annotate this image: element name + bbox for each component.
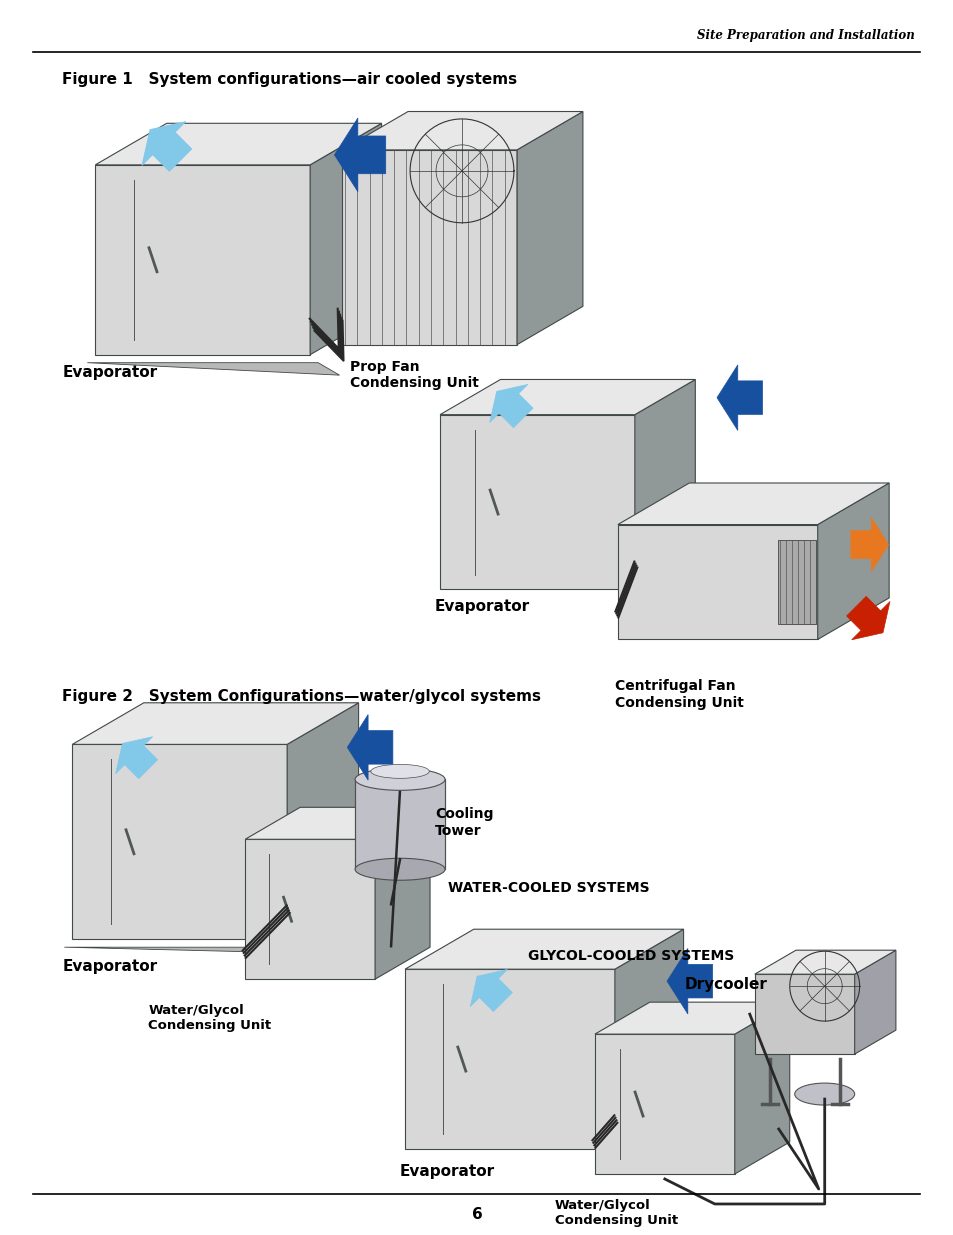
Polygon shape <box>95 124 381 164</box>
Text: Water/Glycol
Condensing Unit: Water/Glycol Condensing Unit <box>555 1199 678 1228</box>
Polygon shape <box>64 947 306 953</box>
Polygon shape <box>142 121 192 172</box>
Polygon shape <box>618 525 817 640</box>
Text: Evaporator: Evaporator <box>62 960 157 974</box>
Text: Site Preparation and Installation: Site Preparation and Installation <box>696 28 914 42</box>
Polygon shape <box>777 540 815 625</box>
Polygon shape <box>595 1002 789 1034</box>
Text: Evaporator: Evaporator <box>399 1165 495 1179</box>
Polygon shape <box>618 483 888 525</box>
Polygon shape <box>845 597 889 640</box>
Ellipse shape <box>355 768 444 790</box>
Text: Drycooler: Drycooler <box>684 977 767 992</box>
Polygon shape <box>754 974 854 1055</box>
Polygon shape <box>470 969 512 1011</box>
Polygon shape <box>615 929 683 1149</box>
Polygon shape <box>717 364 761 431</box>
Polygon shape <box>439 379 695 415</box>
Polygon shape <box>850 517 887 572</box>
Text: Figure 1   System configurations—air cooled systems: Figure 1 System configurations—air coole… <box>62 72 517 86</box>
Polygon shape <box>347 715 393 781</box>
Polygon shape <box>342 149 517 345</box>
Ellipse shape <box>794 1083 854 1105</box>
Text: Prop Fan
Condensing Unit: Prop Fan Condensing Unit <box>350 359 478 390</box>
Polygon shape <box>115 737 157 779</box>
Polygon shape <box>72 745 287 939</box>
Polygon shape <box>95 164 310 354</box>
Polygon shape <box>634 379 695 589</box>
Text: Centrifugal Fan
Condensing Unit: Centrifugal Fan Condensing Unit <box>615 679 743 710</box>
Polygon shape <box>666 948 712 1014</box>
Polygon shape <box>734 1002 789 1174</box>
Polygon shape <box>342 111 582 149</box>
Ellipse shape <box>371 764 429 778</box>
Polygon shape <box>72 703 358 745</box>
Polygon shape <box>854 950 895 1055</box>
Polygon shape <box>88 363 339 375</box>
Text: Figure 2   System Configurations—water/glycol systems: Figure 2 System Configurations—water/gly… <box>62 689 540 704</box>
Text: GLYCOL-COOLED SYSTEMS: GLYCOL-COOLED SYSTEMS <box>527 950 734 963</box>
Polygon shape <box>310 124 381 354</box>
Text: Evaporator: Evaporator <box>435 599 530 615</box>
Polygon shape <box>817 483 888 640</box>
Polygon shape <box>405 969 615 1149</box>
Text: Water/Glycol
Condensing Unit: Water/Glycol Condensing Unit <box>148 1004 271 1032</box>
Polygon shape <box>375 808 430 979</box>
Polygon shape <box>439 415 634 589</box>
Text: Cooling
Tower: Cooling Tower <box>435 808 493 837</box>
Polygon shape <box>405 929 683 969</box>
Polygon shape <box>595 1034 734 1174</box>
Polygon shape <box>754 950 895 974</box>
Polygon shape <box>335 119 385 191</box>
Polygon shape <box>517 111 582 345</box>
Text: Evaporator: Evaporator <box>62 364 157 379</box>
Polygon shape <box>245 808 430 840</box>
Text: 6: 6 <box>471 1207 482 1221</box>
Polygon shape <box>245 840 375 979</box>
Polygon shape <box>489 384 533 427</box>
Text: WATER-COOLED SYSTEMS: WATER-COOLED SYSTEMS <box>448 882 649 895</box>
Ellipse shape <box>355 858 444 881</box>
Polygon shape <box>287 703 358 939</box>
